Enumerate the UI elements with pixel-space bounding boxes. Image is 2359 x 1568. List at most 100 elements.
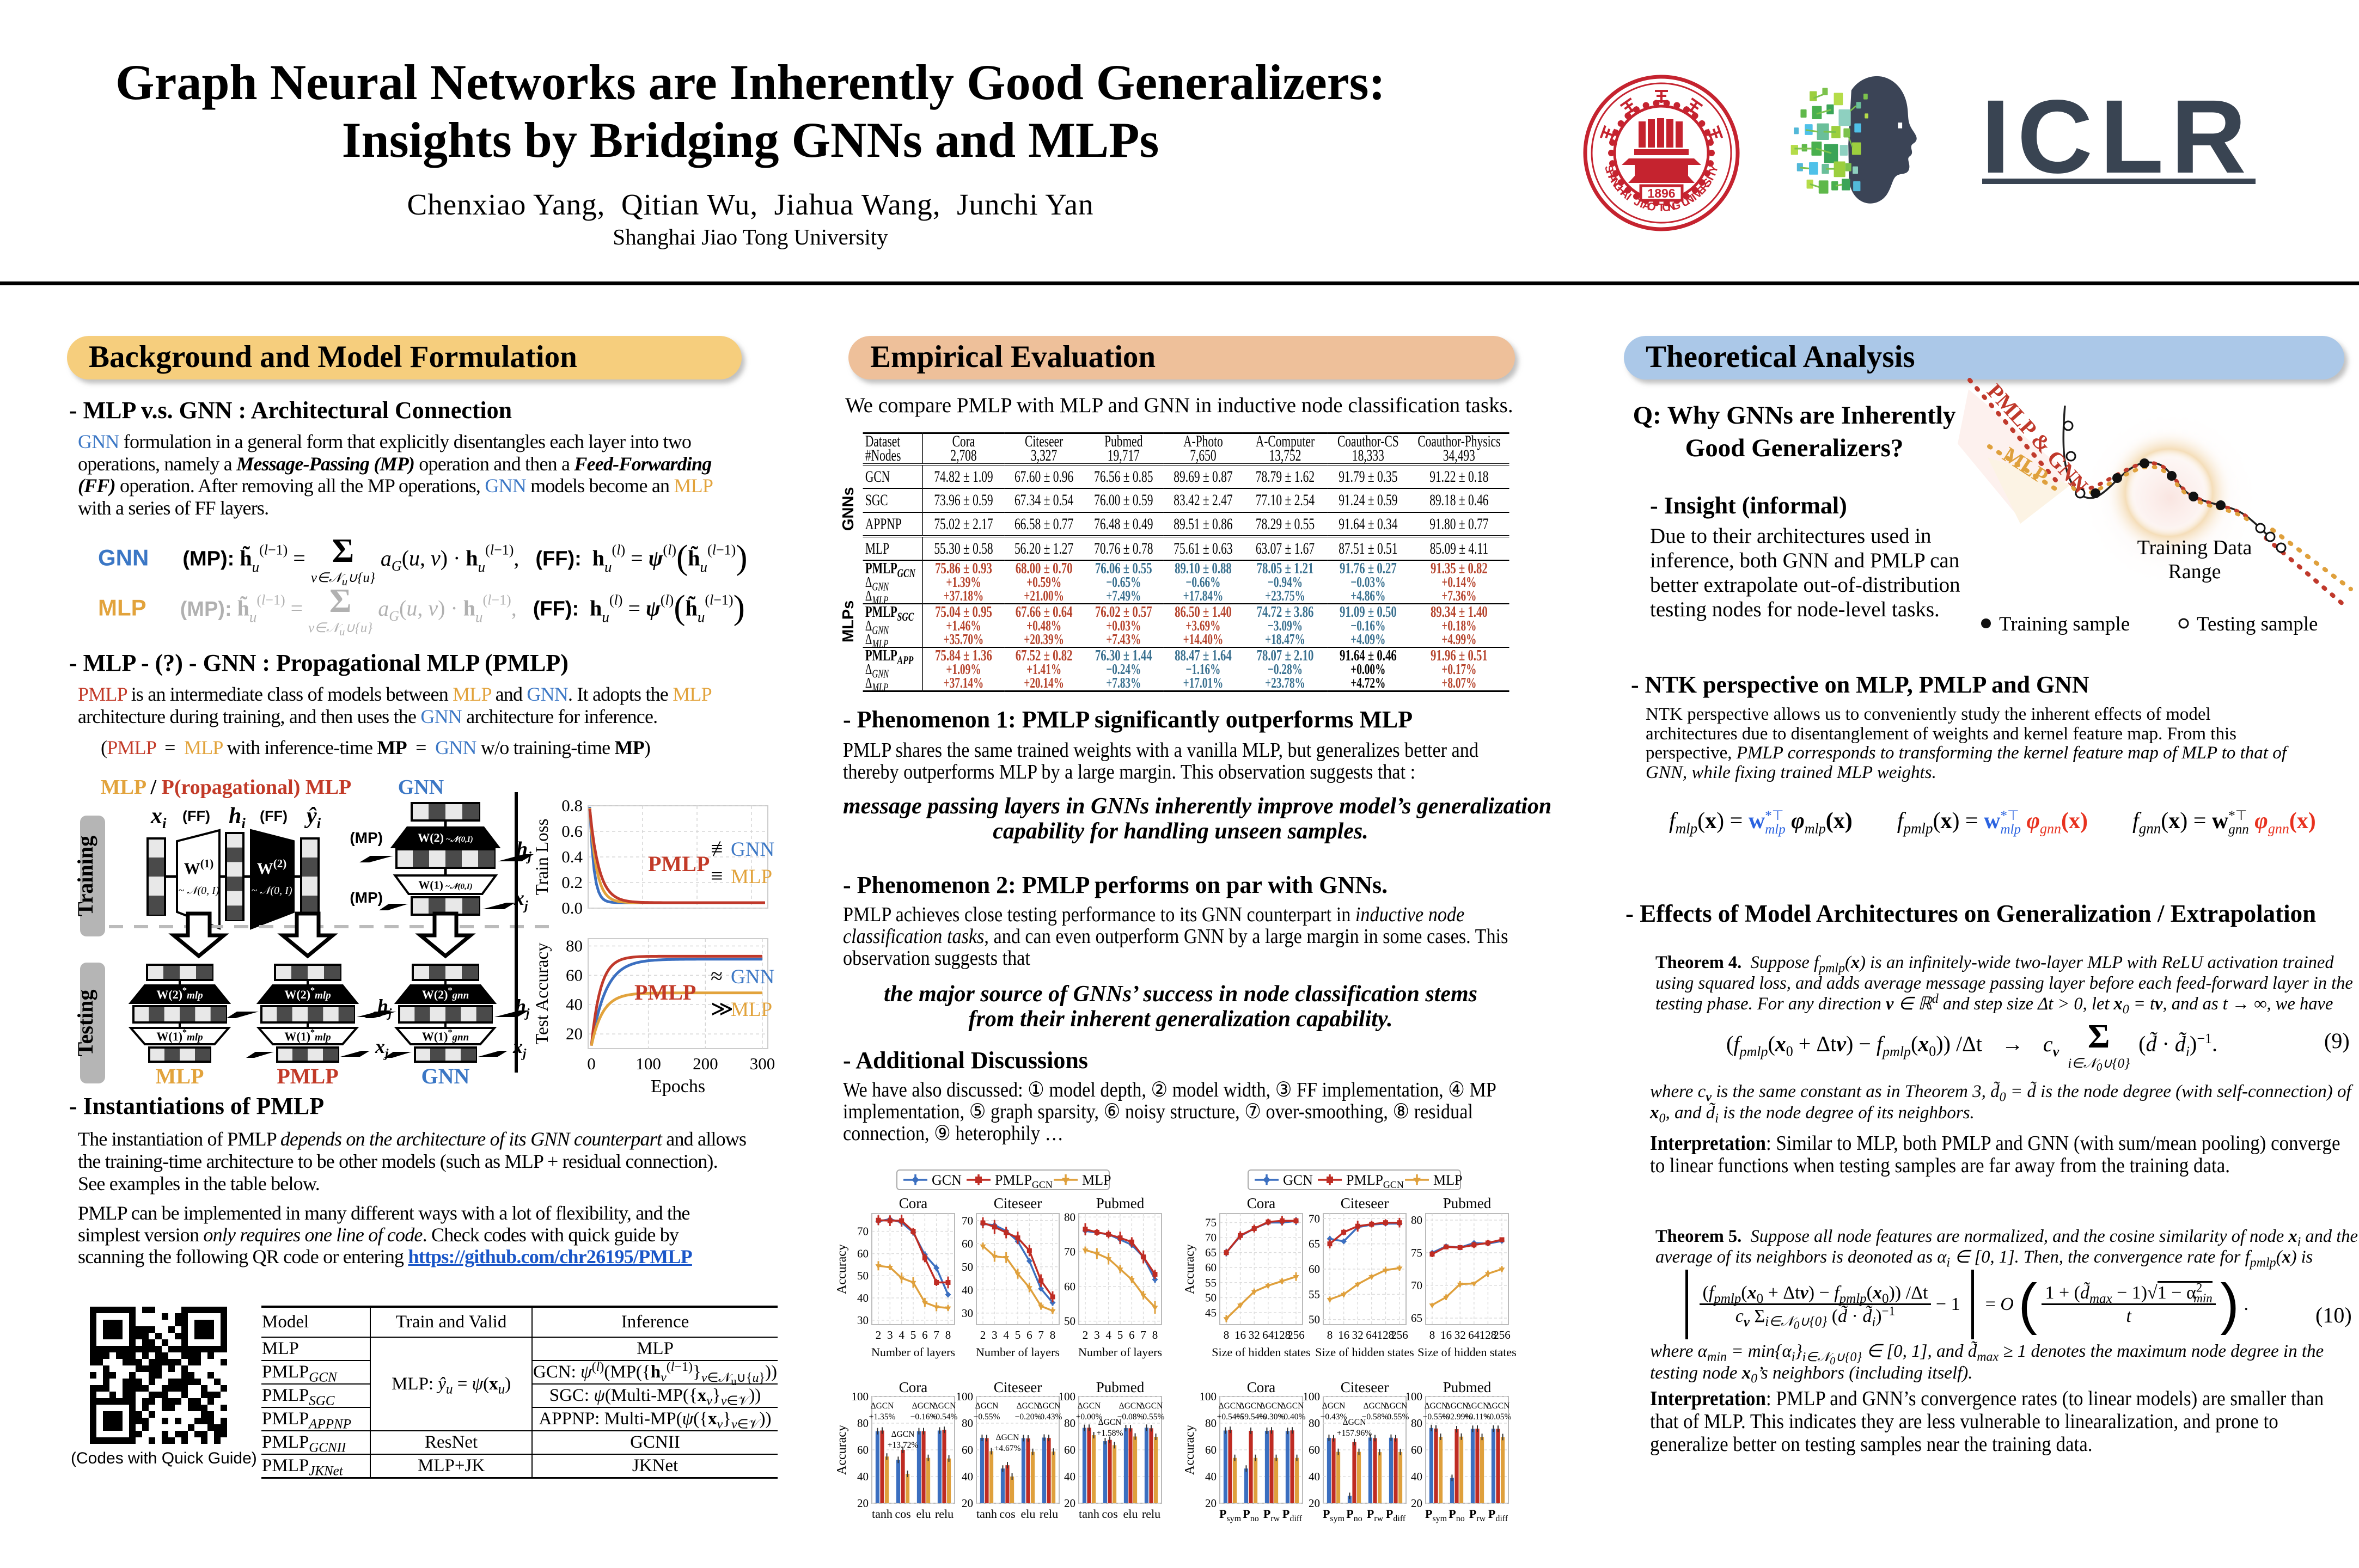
svg-text:relu: relu <box>935 1507 954 1521</box>
svg-text:50: 50 <box>1205 1291 1217 1304</box>
svg-text:256: 256 <box>1493 1328 1511 1342</box>
svg-text:cos: cos <box>999 1507 1015 1521</box>
svg-text:tanh: tanh <box>1079 1507 1099 1521</box>
svg-text:MLP: MLP <box>1433 1172 1462 1188</box>
svg-text:3: 3 <box>887 1328 893 1342</box>
svg-text:0: 0 <box>587 1054 596 1073</box>
svg-text:ŷi: ŷi <box>304 804 321 831</box>
svg-text:xj: xj <box>512 1036 527 1060</box>
svg-text:ΔGCN: ΔGCN <box>1037 1401 1061 1411</box>
svg-text:~ 𝒩(0, I): ~ 𝒩(0, I) <box>179 885 219 897</box>
svg-text:Testing sample: Testing sample <box>2197 613 2318 635</box>
svg-text:≢: ≢ <box>711 836 732 861</box>
svg-text:≈: ≈ <box>711 964 723 988</box>
svg-text:2: 2 <box>980 1328 986 1342</box>
svg-text:80: 80 <box>1411 1214 1422 1227</box>
svg-text:6: 6 <box>1129 1328 1135 1342</box>
svg-text:45: 45 <box>1205 1306 1217 1319</box>
svg-text:GCN: GCN <box>1283 1172 1313 1188</box>
svg-text:Pno: Pno <box>1346 1507 1362 1523</box>
svg-text:0.8: 0.8 <box>561 796 583 815</box>
svg-text:50: 50 <box>1064 1315 1075 1328</box>
svg-text:16: 16 <box>1440 1328 1452 1342</box>
svg-text:20: 20 <box>1205 1497 1217 1510</box>
svg-text:+59.54%: +59.54% <box>1236 1412 1267 1422</box>
svg-text:N: N <box>1666 200 1676 213</box>
svg-text:Cora: Cora <box>1247 1379 1276 1395</box>
svg-text:elu: elu <box>1123 1507 1138 1521</box>
svg-text:ΔGCN: ΔGCN <box>1281 1401 1304 1411</box>
svg-text:ΔGCN: ΔGCN <box>996 1433 1019 1442</box>
svg-text:ΔGCN: ΔGCN <box>975 1401 999 1411</box>
svg-text:20: 20 <box>1411 1497 1422 1510</box>
svg-text:elu: elu <box>1021 1507 1036 1521</box>
svg-text:20: 20 <box>962 1497 973 1510</box>
svg-text:65: 65 <box>1309 1238 1320 1251</box>
svg-text:Psym: Psym <box>1323 1507 1345 1523</box>
svg-text:60: 60 <box>1309 1263 1320 1276</box>
svg-text:Pubmed: Pubmed <box>1096 1379 1145 1395</box>
svg-text:+0.30%: +0.30% <box>1258 1412 1285 1422</box>
svg-text:20: 20 <box>857 1497 869 1510</box>
svg-text:Size of hidden states: Size of hidden states <box>1417 1345 1516 1359</box>
svg-text:0.0: 0.0 <box>561 898 583 917</box>
svg-text:Cora: Cora <box>899 1379 928 1395</box>
svg-text:Pdiff: Pdiff <box>1282 1507 1303 1523</box>
svg-text:ΔGCN: ΔGCN <box>1466 1401 1489 1411</box>
svg-text:40: 40 <box>962 1283 973 1296</box>
svg-text:ΔGCN: ΔGCN <box>1384 1401 1408 1411</box>
svg-text:≡: ≡ <box>711 863 723 888</box>
svg-text:PMLP: PMLP <box>634 980 696 1004</box>
svg-text:7: 7 <box>1038 1328 1044 1342</box>
svg-text:7: 7 <box>933 1328 939 1342</box>
svg-text:65: 65 <box>1411 1312 1422 1325</box>
svg-text:100: 100 <box>1059 1390 1076 1403</box>
svg-text:ΔGCN: ΔGCN <box>1119 1401 1142 1411</box>
svg-text:ΔGCN: ΔGCN <box>1322 1401 1346 1411</box>
svg-text:elu: elu <box>916 1507 931 1521</box>
svg-text:2: 2 <box>876 1328 882 1342</box>
svg-text:40: 40 <box>962 1470 973 1483</box>
svg-text:4: 4 <box>899 1328 905 1342</box>
svg-text:8: 8 <box>1050 1328 1056 1342</box>
svg-text:tanh: tanh <box>976 1507 997 1521</box>
svg-text:30: 30 <box>962 1307 973 1320</box>
svg-text:Size of hidden states: Size of hidden states <box>1315 1345 1414 1359</box>
svg-text:Psym: Psym <box>1219 1507 1242 1523</box>
svg-text:60: 60 <box>566 965 583 984</box>
svg-text:≫: ≫ <box>711 996 734 1021</box>
svg-text:100: 100 <box>852 1390 869 1403</box>
svg-text:~ 𝒩(0, I): ~ 𝒩(0, I) <box>252 885 292 897</box>
svg-text:100: 100 <box>1200 1390 1217 1403</box>
svg-text:128: 128 <box>1274 1328 1291 1342</box>
svg-text:8: 8 <box>945 1328 951 1342</box>
svg-text:60: 60 <box>1205 1261 1217 1274</box>
svg-text:50: 50 <box>857 1269 869 1282</box>
svg-text:ΔGCN: ΔGCN <box>1445 1401 1469 1411</box>
svg-text:−0.16%: −0.16% <box>910 1412 937 1422</box>
svg-text:70: 70 <box>1064 1245 1075 1258</box>
svg-text:16: 16 <box>1234 1328 1246 1342</box>
svg-text:ΔGCN: ΔGCN <box>1364 1401 1387 1411</box>
svg-text:+13.72%: +13.72% <box>888 1441 919 1450</box>
svg-text:hi: hi <box>229 804 246 831</box>
svg-text:8: 8 <box>1224 1328 1230 1342</box>
svg-text:60: 60 <box>1309 1443 1320 1456</box>
svg-text:−0.58%: −0.58% <box>1362 1412 1389 1422</box>
svg-text:MLP: MLP <box>731 866 772 888</box>
svg-text:32: 32 <box>1454 1328 1466 1342</box>
svg-text:ΔGCN: ΔGCN <box>933 1401 956 1411</box>
svg-text:−0.55%: −0.55% <box>1423 1412 1450 1422</box>
svg-text:256: 256 <box>1391 1328 1408 1342</box>
svg-text:Pdiff: Pdiff <box>1386 1507 1406 1523</box>
svg-text:8: 8 <box>1327 1328 1333 1342</box>
svg-text:relu: relu <box>1040 1507 1058 1521</box>
svg-text:100: 100 <box>1405 1390 1423 1403</box>
svg-text:cos: cos <box>895 1507 910 1521</box>
svg-text:64: 64 <box>1262 1328 1274 1342</box>
svg-text:relu: relu <box>1142 1507 1160 1521</box>
svg-text:ΔGCN: ΔGCN <box>1140 1401 1163 1411</box>
svg-text:20: 20 <box>566 1024 583 1043</box>
svg-text:cos: cos <box>1102 1507 1117 1521</box>
svg-text:ΔGCN: ΔGCN <box>891 1430 915 1439</box>
